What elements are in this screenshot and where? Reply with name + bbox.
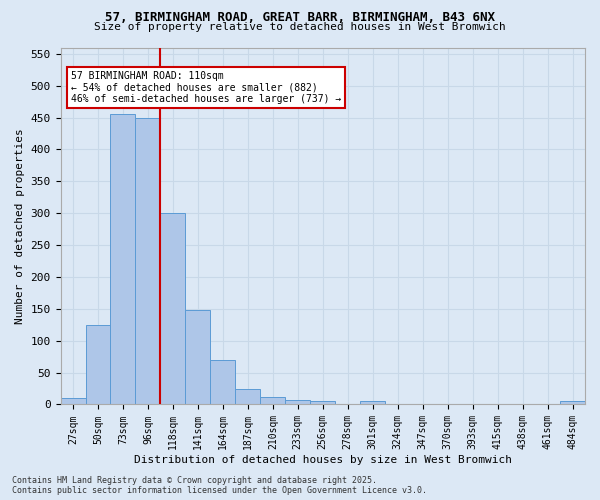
Bar: [110, 114, 136, 405]
Bar: [560, 400, 585, 404]
Text: Contains HM Land Registry data © Crown copyright and database right 2025.
Contai: Contains HM Land Registry data © Crown c…: [12, 476, 427, 495]
Bar: [86, 325, 110, 404]
Bar: [310, 400, 335, 404]
Bar: [260, 397, 286, 404]
Bar: [211, 360, 235, 405]
Bar: [360, 402, 385, 404]
Bar: [136, 118, 160, 405]
Text: 57 BIRMINGHAM ROAD: 110sqm
← 54% of detached houses are smaller (882)
46% of sem: 57 BIRMINGHAM ROAD: 110sqm ← 54% of deta…: [71, 70, 341, 104]
Bar: [235, 388, 260, 404]
Bar: [61, 398, 86, 404]
Text: 57, BIRMINGHAM ROAD, GREAT BARR, BIRMINGHAM, B43 6NX: 57, BIRMINGHAM ROAD, GREAT BARR, BIRMING…: [105, 11, 495, 24]
X-axis label: Distribution of detached houses by size in West Bromwich: Distribution of detached houses by size …: [134, 455, 512, 465]
Y-axis label: Number of detached properties: Number of detached properties: [15, 128, 25, 324]
Bar: [160, 213, 185, 404]
Bar: [185, 310, 211, 404]
Bar: [286, 400, 310, 404]
Text: Size of property relative to detached houses in West Bromwich: Size of property relative to detached ho…: [94, 22, 506, 32]
